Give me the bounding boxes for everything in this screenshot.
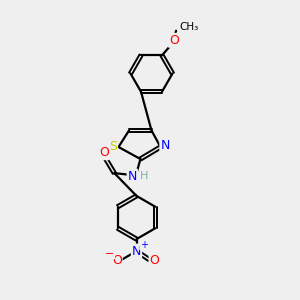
Text: H: H bbox=[140, 171, 148, 181]
Text: N: N bbox=[128, 169, 137, 183]
Text: O: O bbox=[99, 146, 109, 159]
Text: N: N bbox=[160, 139, 170, 152]
Text: O: O bbox=[112, 254, 122, 268]
Text: −: − bbox=[105, 248, 114, 259]
Text: N: N bbox=[132, 244, 141, 258]
Text: S: S bbox=[109, 140, 117, 154]
Text: O: O bbox=[150, 254, 159, 268]
Text: +: + bbox=[140, 239, 148, 250]
Text: O: O bbox=[169, 34, 179, 47]
Text: CH₃: CH₃ bbox=[180, 22, 199, 32]
